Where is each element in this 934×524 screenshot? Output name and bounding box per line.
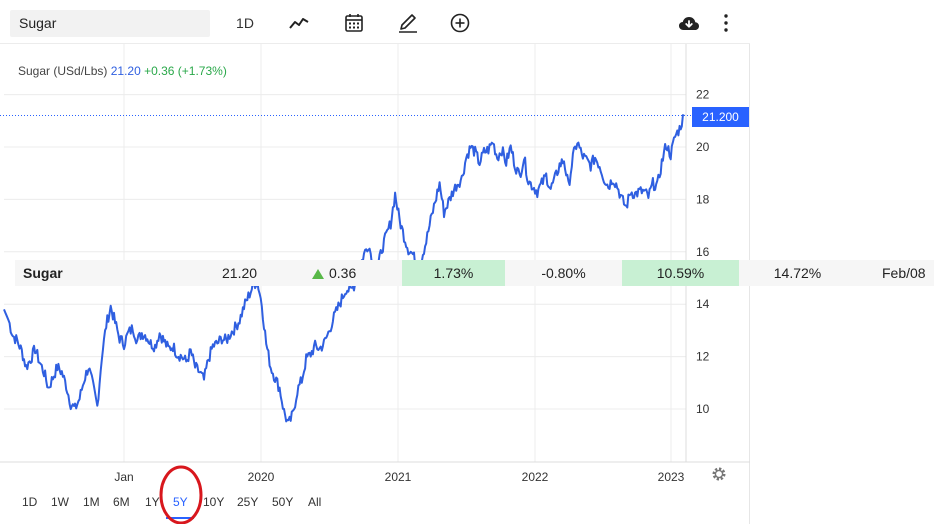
symbol-search-input[interactable]: Sugar: [10, 10, 210, 37]
legend-change: +0.36 (+1.73%): [144, 64, 227, 78]
quote-change: 0.36: [312, 260, 356, 286]
quote-pct-change: 1.73%: [402, 260, 505, 286]
x-axis: Jan 2020 2021 2022 2023: [114, 470, 684, 484]
add-circle-icon[interactable]: [448, 11, 472, 35]
x-tick-label: 2021: [385, 470, 412, 484]
y-tick-label: 12: [696, 350, 710, 364]
range-selector: 1D 1W 1M 6M 1Y 5Y 10Y 25Y 50Y All: [0, 489, 750, 519]
quote-yearly: 14.72%: [773, 265, 822, 281]
range-1w-button[interactable]: 1W: [51, 495, 69, 509]
chart-grid: [0, 44, 750, 463]
x-tick-label: 2022: [522, 470, 549, 484]
quote-name[interactable]: Sugar: [23, 265, 63, 281]
range-10y-button[interactable]: 10Y: [203, 495, 225, 509]
interval-button[interactable]: 1D: [236, 15, 254, 31]
up-triangle-icon: [312, 269, 324, 279]
x-tick-label: Jan: [114, 470, 133, 484]
range-1d-button[interactable]: 1D: [22, 495, 38, 509]
quote-weekly: -0.80%: [541, 265, 586, 281]
legend-name: Sugar (USd/Lbs): [18, 64, 108, 78]
y-tick-label: 10: [696, 402, 710, 416]
quote-date: Feb/08: [882, 265, 926, 281]
range-all-button[interactable]: All: [308, 495, 322, 509]
y-tick-label: 16: [696, 245, 710, 259]
range-25y-button[interactable]: 25Y: [237, 495, 259, 509]
calendar-icon[interactable]: [342, 11, 366, 35]
range-50y-button[interactable]: 50Y: [272, 495, 294, 509]
cloud-download-icon[interactable]: [677, 11, 701, 35]
y-tick-label: 20: [696, 140, 710, 154]
range-6m-button[interactable]: 6M: [113, 495, 130, 509]
quote-row[interactable]: Sugar 21.20 0.36 1.73% -0.80% 10.59% 14.…: [15, 260, 934, 286]
chart-toolbar: Sugar 1D: [0, 0, 750, 44]
active-range-underline: [166, 517, 194, 519]
price-line: [3, 114, 685, 423]
draw-pencil-icon[interactable]: [396, 11, 420, 35]
quote-monthly: 10.59%: [622, 260, 739, 286]
range-5y-button[interactable]: 5Y: [173, 495, 188, 509]
last-price-badge: 21.200: [692, 107, 749, 127]
quote-price: 21.20: [222, 265, 258, 281]
line-chart-icon[interactable]: [287, 11, 311, 35]
x-tick-label: 2020: [248, 470, 275, 484]
chart-legend: Sugar (USd/Lbs) 21.20 +0.36 (+1.73%): [18, 64, 227, 78]
x-tick-label: 2023: [658, 470, 685, 484]
y-tick-label: 22: [696, 88, 710, 102]
range-1m-button[interactable]: 1M: [83, 495, 100, 509]
range-1y-button[interactable]: 1Y: [145, 495, 160, 509]
quote-change-value: 0.36: [329, 265, 357, 281]
y-tick-label: 14: [696, 297, 710, 311]
legend-value: 21.20: [110, 64, 141, 78]
gear-icon[interactable]: [711, 466, 727, 482]
y-axis: 10 12 14 16 18 20 22: [696, 88, 710, 416]
y-tick-label: 18: [696, 192, 710, 206]
more-vertical-icon[interactable]: [714, 11, 738, 35]
